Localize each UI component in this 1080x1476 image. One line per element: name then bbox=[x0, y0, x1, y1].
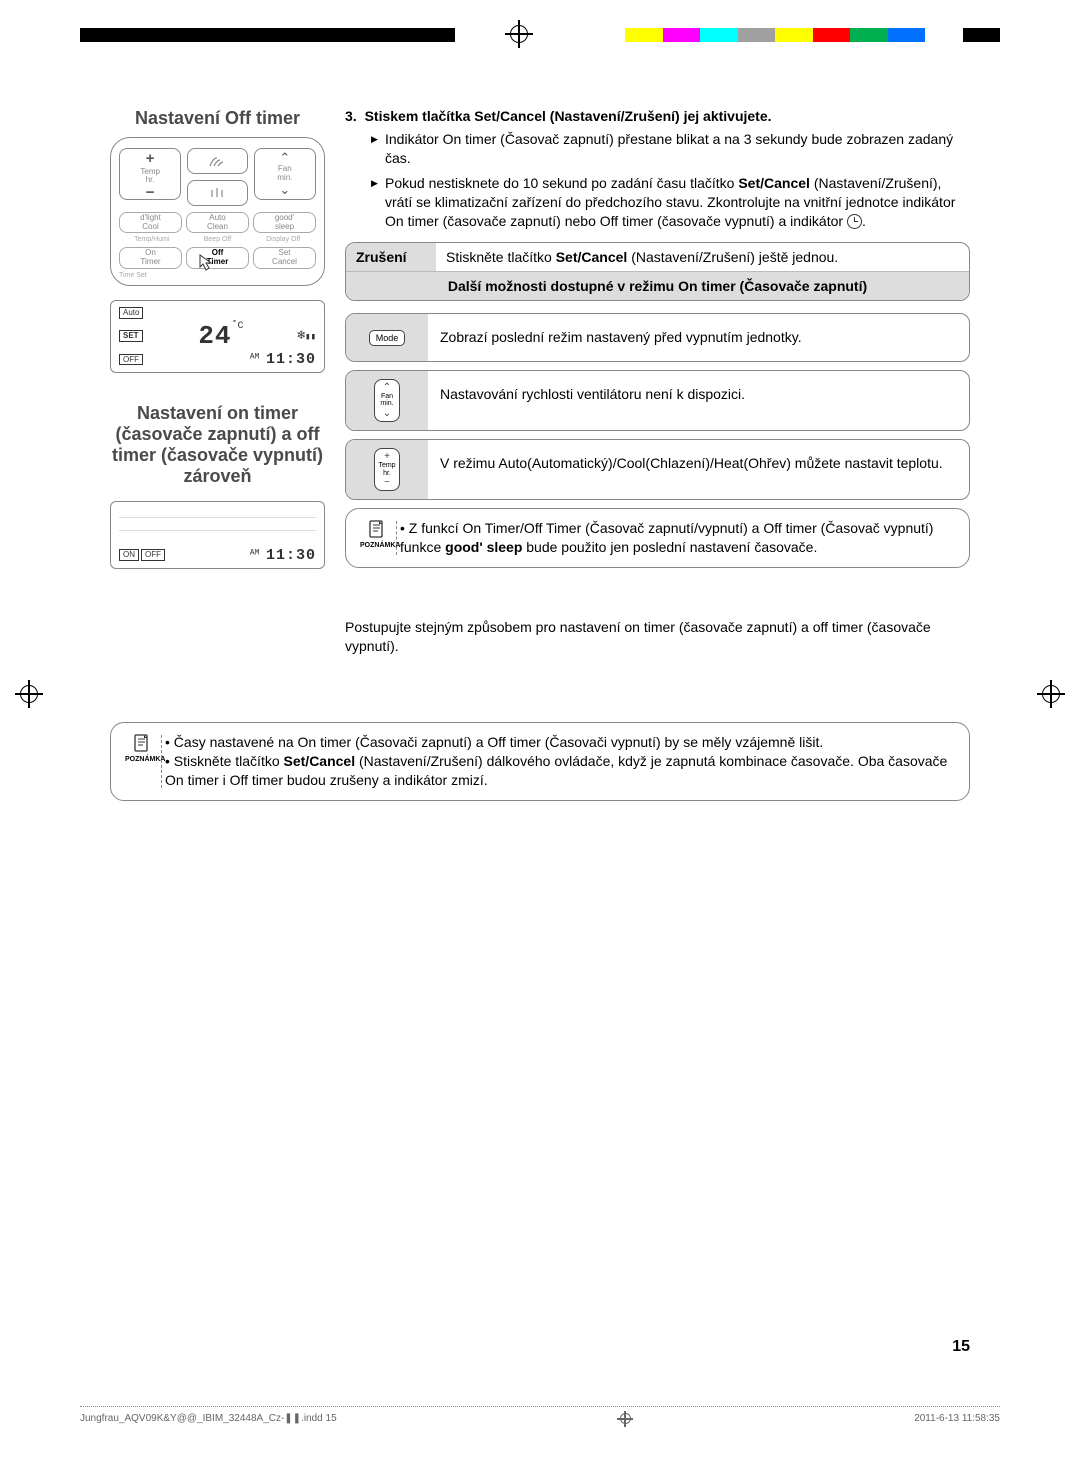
page-content: Nastavení Off timer + Temp hr. − bbox=[110, 108, 970, 1356]
off-tag-2: OFF bbox=[141, 549, 165, 561]
step-bullet-1: Indikátor On timer (Časovač zapnutí) pře… bbox=[371, 130, 970, 168]
cursor-icon bbox=[197, 253, 217, 275]
mode-icon-cell: Mode bbox=[346, 314, 428, 360]
set-tag: SET bbox=[119, 330, 143, 342]
air-button bbox=[187, 180, 247, 206]
swing-button bbox=[187, 148, 247, 174]
options-header: Další možnosti dostupné v režimu On time… bbox=[346, 271, 969, 300]
left-column: Nastavení Off timer + Temp hr. − bbox=[110, 108, 325, 569]
off-timer-title: Nastavení Off timer bbox=[110, 108, 325, 129]
ampm-2: AM bbox=[250, 548, 260, 557]
fan-text: Nastavování rychlosti ventilátoru není k… bbox=[428, 371, 969, 430]
option-fan-row: ⌃ Fan min. ⌄ Nastavování rychlosti venti… bbox=[345, 370, 970, 431]
option-mode-row: Mode Zobrazí poslední režim nastavený př… bbox=[345, 313, 970, 361]
top-reg-cross bbox=[505, 20, 533, 48]
step-bullet-2: Pokud nestisknete do 10 sekund po zadání… bbox=[371, 174, 970, 231]
note-box-1: POZNÁMKA Z funkcí On Timer/Off Timer (Ča… bbox=[345, 508, 970, 568]
option-temp-row: + Temp hr. − V režimu Auto(Automatický)/… bbox=[345, 439, 970, 500]
fan-icon-cell: ⌃ Fan min. ⌄ bbox=[346, 371, 428, 430]
temp-mini-button: + Temp hr. − bbox=[374, 448, 400, 491]
note-2-li-1: Časy nastavené na On timer (Časovači zap… bbox=[165, 733, 955, 752]
cancel-options-box: Zrušení Stiskněte tlačítko Set/Cancel (N… bbox=[345, 242, 970, 301]
temp-value: 24 bbox=[198, 321, 231, 351]
footer-reg-cross bbox=[617, 1411, 633, 1427]
step-number: 3. bbox=[345, 108, 357, 124]
fan-label: Fan min. bbox=[255, 165, 315, 183]
off-tag: OFF bbox=[119, 354, 143, 366]
both-title: Nastavení on timer (časovače zapnutí) a … bbox=[110, 403, 325, 487]
fan-mini-button: ⌃ Fan min. ⌄ bbox=[374, 379, 400, 422]
footer-file: Jungfrau_AQV09K&Y@@_IBIM_32448A_Cz-❚❚.in… bbox=[80, 1413, 337, 1424]
note-label-1: POZNÁMKA bbox=[360, 541, 394, 550]
auto-clean-button: Auto Clean bbox=[186, 212, 249, 234]
note-1-text: Z funkcí On Timer/Off Timer (Časovač zap… bbox=[400, 519, 955, 557]
right-column: 3. Stiskem tlačítka Set/Cancel (Nastaven… bbox=[345, 108, 970, 656]
auto-tag: Auto bbox=[119, 307, 143, 319]
temp-button: + Temp hr. − bbox=[119, 148, 181, 200]
fan-button: ⌃ Fan min. ⌄ bbox=[254, 148, 316, 200]
black-bar bbox=[80, 28, 455, 42]
sub-temphumi: Temp/Humi bbox=[119, 236, 185, 243]
page-number: 15 bbox=[952, 1338, 970, 1356]
print-footer: Jungfrau_AQV09K&Y@@_IBIM_32448A_Cz-❚❚.in… bbox=[80, 1406, 1000, 1426]
mode-mini-button: Mode bbox=[369, 330, 406, 346]
registration-marks bbox=[0, 0, 1080, 50]
cancel-text: Stiskněte tlačítko Set/Cancel (Nastavení… bbox=[436, 243, 969, 271]
step-head-text: Stiskem tlačítka Set/Cancel (Nastavení/Z… bbox=[365, 108, 772, 124]
left-reg-cross bbox=[15, 680, 43, 708]
color-strip bbox=[625, 28, 1000, 42]
off-timer-button: Off Timer bbox=[186, 247, 249, 269]
snow-icon: ❄▮▮ bbox=[297, 328, 316, 343]
time-set-label: Time Set bbox=[119, 272, 316, 279]
clock-icon bbox=[847, 214, 862, 229]
note-label-2: POZNÁMKA bbox=[125, 755, 159, 764]
remote-illustration: + Temp hr. − ⌃ Fan min. ⌄ bbox=[110, 137, 325, 286]
on-tag: ON bbox=[119, 549, 139, 561]
temp-text: V režimu Auto(Automatický)/Cool(Chlazení… bbox=[428, 440, 969, 499]
cancel-label: Zrušení bbox=[346, 243, 436, 271]
ampm-1: AM bbox=[250, 352, 260, 361]
temp-icon-cell: + Temp hr. − bbox=[346, 440, 428, 499]
note-box-2: POZNÁMKA Časy nastavené na On timer (Čas… bbox=[110, 722, 970, 801]
note-icon bbox=[367, 519, 387, 539]
right-reg-cross bbox=[1037, 680, 1065, 708]
both-timer-text: Postupujte stejným způsobem pro nastaven… bbox=[345, 618, 970, 656]
temp-label: Temp hr. bbox=[120, 168, 180, 186]
sub-displayoff: Display Off bbox=[250, 236, 316, 243]
set-cancel-button: Set Cancel bbox=[253, 247, 316, 269]
temp-unit: ˚C bbox=[232, 321, 244, 332]
time-1: 11:30 bbox=[266, 351, 316, 368]
lcd-display-1: Auto SET 24˚C ❄▮▮ OFF AM 11:30 bbox=[110, 300, 325, 373]
good-sleep-button: good' sleep bbox=[253, 212, 316, 234]
note-2-li-2: Stiskněte tlačítko Set/Cancel (Nastavení… bbox=[165, 752, 955, 790]
step-3-heading: 3. Stiskem tlačítka Set/Cancel (Nastaven… bbox=[345, 108, 970, 124]
mode-text: Zobrazí poslední režim nastavený před vy… bbox=[428, 314, 969, 360]
dlight-cool-button: d'light Cool bbox=[119, 212, 182, 234]
on-timer-button: On Timer bbox=[119, 247, 182, 269]
lcd-display-2: ONOFF AM 11:30 bbox=[110, 501, 325, 569]
sub-beepoff: Beep Off bbox=[185, 236, 251, 243]
time-2: 11:30 bbox=[266, 547, 316, 564]
footer-date: 2011-6-13 11:58:35 bbox=[914, 1413, 1000, 1424]
note-icon-2 bbox=[132, 733, 152, 753]
